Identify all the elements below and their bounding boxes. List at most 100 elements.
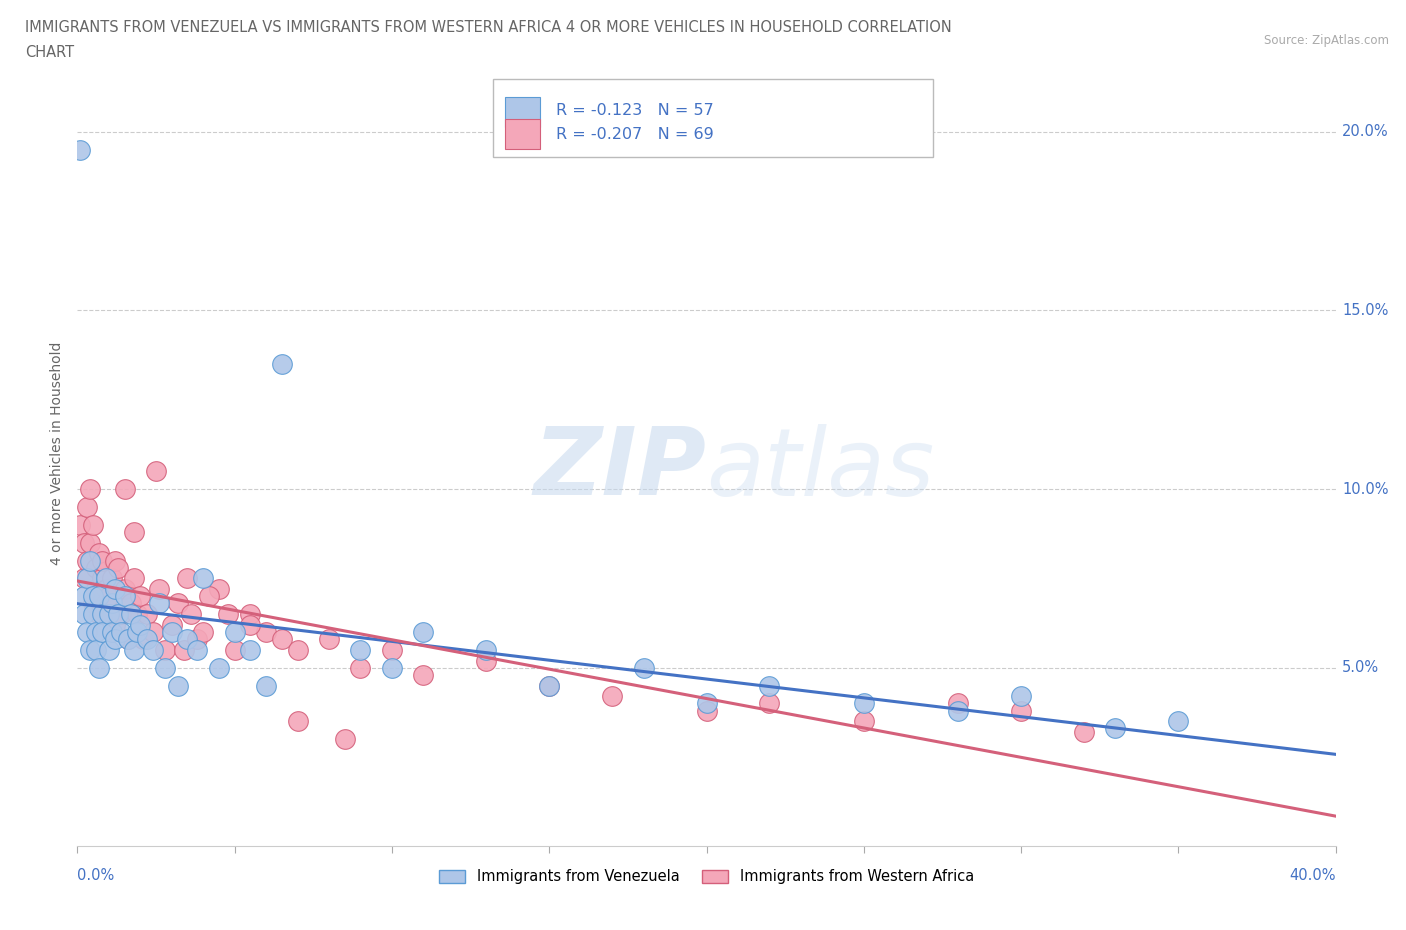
Point — [101, 625, 124, 640]
Point — [114, 589, 136, 604]
Point — [1167, 714, 1189, 729]
Point — [129, 589, 152, 604]
Point — [696, 696, 718, 711]
Point — [104, 581, 127, 596]
Point — [173, 643, 195, 658]
Point — [69, 142, 91, 157]
Point — [852, 714, 875, 729]
Point — [148, 596, 170, 611]
Point — [600, 689, 623, 704]
Point — [127, 606, 149, 621]
Text: 40.0%: 40.0% — [1289, 869, 1336, 883]
Point — [97, 643, 120, 658]
Point — [101, 571, 124, 586]
Point — [176, 631, 198, 646]
Point — [180, 606, 202, 621]
Point — [145, 464, 167, 479]
Point — [69, 517, 91, 532]
Point — [89, 660, 111, 675]
Point — [239, 643, 262, 658]
Point — [475, 653, 498, 668]
Point — [758, 696, 780, 711]
Point — [84, 581, 107, 596]
Text: R = -0.207   N = 69: R = -0.207 N = 69 — [555, 126, 713, 141]
Point — [101, 596, 124, 611]
Point — [198, 589, 221, 604]
Point — [94, 596, 117, 611]
Point — [97, 606, 120, 621]
Point — [538, 678, 561, 693]
Point — [104, 553, 127, 568]
Point — [349, 643, 371, 658]
Point — [127, 625, 149, 640]
Point — [114, 581, 136, 596]
Point — [1104, 721, 1126, 736]
Point — [89, 589, 111, 604]
Point — [129, 618, 152, 632]
Point — [72, 589, 94, 604]
Point — [84, 625, 107, 640]
Point — [91, 571, 114, 586]
Point — [287, 643, 309, 658]
Point — [91, 606, 114, 621]
Point — [104, 631, 127, 646]
Point — [852, 696, 875, 711]
Point — [224, 625, 246, 640]
Text: 0.0%: 0.0% — [77, 869, 114, 883]
Point — [114, 482, 136, 497]
Point — [79, 643, 101, 658]
Point — [117, 631, 139, 646]
Point — [381, 660, 404, 675]
Point — [186, 643, 208, 658]
Point — [76, 553, 98, 568]
Point — [186, 631, 208, 646]
Point — [948, 703, 970, 718]
Point — [155, 643, 177, 658]
Point — [239, 618, 262, 632]
Point — [318, 631, 340, 646]
Point — [148, 581, 170, 596]
Point — [122, 643, 145, 658]
Point — [224, 643, 246, 658]
Point — [97, 589, 120, 604]
Point — [135, 631, 157, 646]
Point — [538, 678, 561, 693]
Point — [167, 596, 190, 611]
Point — [287, 714, 309, 729]
Point — [91, 625, 114, 640]
Point — [91, 553, 114, 568]
Point — [758, 678, 780, 693]
Point — [191, 571, 215, 586]
Point — [176, 571, 198, 586]
Point — [79, 536, 101, 551]
Point — [72, 606, 94, 621]
Point — [412, 625, 434, 640]
Point — [110, 606, 132, 621]
Point — [217, 606, 239, 621]
FancyBboxPatch shape — [505, 119, 540, 149]
Point — [122, 571, 145, 586]
Point — [475, 643, 498, 658]
Point — [120, 606, 142, 621]
Point — [948, 696, 970, 711]
Text: R = -0.123   N = 57: R = -0.123 N = 57 — [555, 103, 713, 118]
Text: 20.0%: 20.0% — [1341, 125, 1389, 140]
Y-axis label: 4 or more Vehicles in Household: 4 or more Vehicles in Household — [51, 341, 65, 565]
Point — [110, 625, 132, 640]
Text: IMMIGRANTS FROM VENEZUELA VS IMMIGRANTS FROM WESTERN AFRICA 4 OR MORE VEHICLES I: IMMIGRANTS FROM VENEZUELA VS IMMIGRANTS … — [25, 20, 952, 35]
Point — [142, 643, 165, 658]
Point — [76, 499, 98, 514]
Text: Source: ZipAtlas.com: Source: ZipAtlas.com — [1264, 34, 1389, 47]
Point — [97, 606, 120, 621]
Point — [72, 536, 94, 551]
FancyBboxPatch shape — [505, 98, 540, 127]
Point — [135, 606, 157, 621]
Point — [167, 678, 190, 693]
Text: 15.0%: 15.0% — [1341, 303, 1388, 318]
Point — [94, 571, 117, 586]
Point — [208, 581, 231, 596]
Point — [107, 606, 129, 621]
Point — [76, 625, 98, 640]
Point — [1010, 689, 1032, 704]
Point — [160, 618, 183, 632]
